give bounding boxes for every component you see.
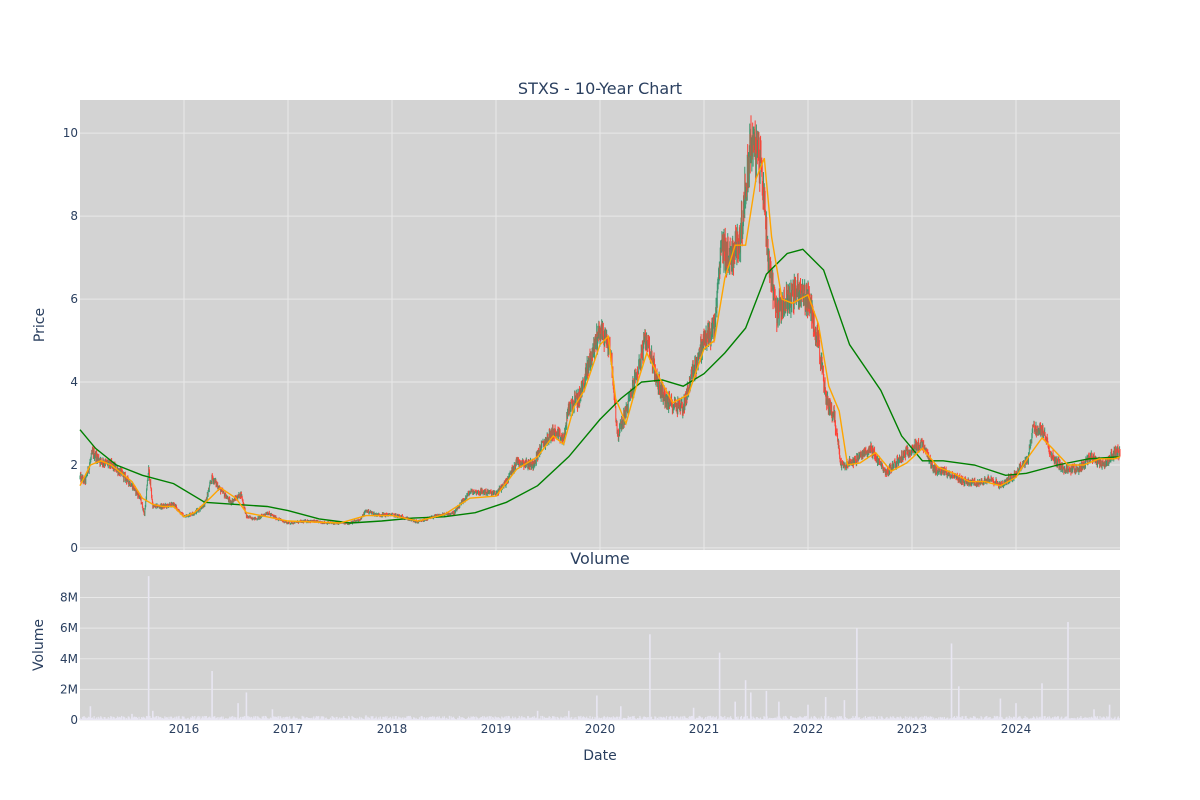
volume-subplot-title: Volume bbox=[570, 549, 630, 568]
volume-axis-title: Volume bbox=[31, 619, 47, 671]
chart-title: STXS - 10-Year Chart bbox=[518, 79, 682, 98]
x-tick-label: 2020 bbox=[585, 722, 616, 736]
volume-y-tick-labels: 0 2M 4M 6M 8M bbox=[60, 591, 78, 727]
price-y-tick-label: 10 bbox=[63, 126, 78, 140]
x-tick-label: 2018 bbox=[377, 722, 408, 736]
x-tick-label: 2024 bbox=[1001, 722, 1032, 736]
volume-bars bbox=[79, 576, 1120, 720]
price-y-tick-label: 8 bbox=[70, 209, 78, 223]
candlesticks bbox=[79, 115, 1121, 526]
x-axis-title: Date bbox=[583, 748, 616, 764]
price-y-tick-label: 4 bbox=[70, 375, 78, 389]
x-tick-label: 2019 bbox=[481, 722, 512, 736]
x-tick-label: 2023 bbox=[897, 722, 928, 736]
volume-plot-area bbox=[80, 570, 1120, 720]
x-tick-label: 2021 bbox=[689, 722, 720, 736]
x-tick-label: 2017 bbox=[273, 722, 304, 736]
price-y-tick-label: 0 bbox=[70, 541, 78, 555]
x-tick-label: 2016 bbox=[169, 722, 200, 736]
short-moving-average-line bbox=[79, 157, 1121, 524]
x-tick-labels: 2016 2017 2018 2019 2020 2021 2022 2023 2024 bbox=[169, 722, 1032, 736]
volume-y-tick-label: 4M bbox=[60, 652, 78, 666]
volume-y-tick-label: 0 bbox=[70, 713, 78, 727]
x-tick-label: 2022 bbox=[793, 722, 824, 736]
price-y-tick-labels: 0 2 4 6 8 10 bbox=[63, 126, 78, 555]
price-y-tick-label: 2 bbox=[70, 458, 78, 472]
volume-y-tick-label: 2M bbox=[60, 682, 78, 696]
volume-y-tick-label: 6M bbox=[60, 621, 78, 635]
price-y-tick-label: 6 bbox=[70, 292, 78, 306]
volume-y-tick-label: 8M bbox=[60, 591, 78, 605]
price-axis-title: Price bbox=[32, 308, 48, 342]
long-moving-average-line bbox=[79, 248, 1121, 524]
price-grid bbox=[80, 100, 1120, 550]
